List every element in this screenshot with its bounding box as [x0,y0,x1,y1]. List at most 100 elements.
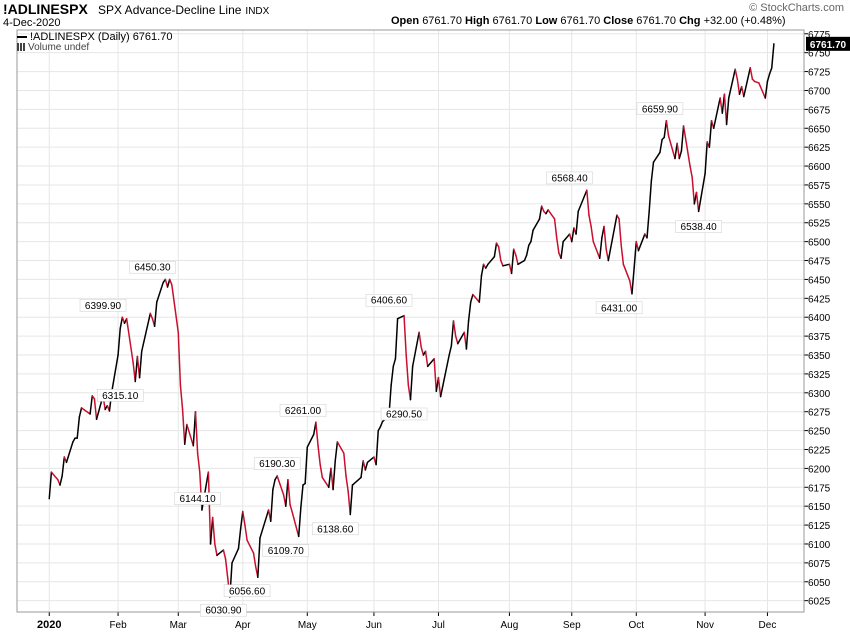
series-segment [770,43,775,69]
series-segment [575,210,579,235]
series-segment [239,510,244,530]
series-segment [181,408,186,445]
series-segment [332,460,336,491]
close-value: 6761.70 [636,15,677,27]
y-tick-label: 6700 [808,86,831,97]
y-tick-label: 6050 [808,578,831,589]
y-tick-label: 6775 [808,30,831,41]
open-value: 6761.70 [422,15,462,27]
series-segment [618,218,622,247]
annotation-box [365,293,413,307]
y-tick-label: 6150 [808,502,831,513]
series-segment [603,225,607,250]
y-tick-label: 6375 [808,332,831,343]
series-segment [392,358,397,368]
volume-legend: Volume undef [17,42,89,53]
series-segment [553,218,558,239]
x-tick-label: Oct [628,620,644,631]
series-segment [497,246,502,262]
series-segment [244,524,248,541]
series-segment [646,210,650,239]
annotation-box [262,544,310,557]
series-segment [648,180,653,213]
volume-bars-icon [17,43,26,52]
series-legend: !ADLINESPX (Daily) 6761.70 [17,31,172,43]
series-segment [749,67,754,80]
series-segment [590,225,595,243]
symbol-description: SPX Advance-Decline Line INDX [98,3,269,17]
series-segment [457,331,466,345]
y-tick-label: 6725 [808,68,831,79]
series-segment [635,240,640,252]
plot-frame [16,29,805,613]
series-segment [89,395,94,415]
series-segment [577,189,588,213]
annotation-label: 6056.60 [229,586,266,597]
chart-date: 4-Dec-2020 [3,17,61,29]
series-segment [48,471,53,500]
series-segment [555,237,560,254]
series-segment [379,420,384,428]
series-segment [183,423,188,445]
brand-watermark: © StockCharts.com [749,2,844,14]
y-tick-label: 6575 [808,181,831,192]
series-segment [306,433,315,448]
series-segment [426,358,435,368]
series-segment [665,119,670,137]
exchange-label: INDX [245,6,270,17]
series-segment [345,475,349,492]
open-label: Open [391,15,420,27]
series-segment [334,441,339,462]
series-segment [351,476,362,486]
x-tick-label: Sep [563,620,581,631]
x-tick-label: Mar [170,620,188,631]
annotation-box [253,457,301,470]
series-segment [598,237,603,260]
annotation-box [636,102,684,116]
annotation-box [129,260,176,274]
series-segment [517,259,526,266]
series-legend-text: !ADLINESPX (Daily) 6761.70 [30,31,173,43]
series-segment [93,398,98,421]
y-tick-label: 6500 [808,238,831,249]
annotation-box [200,603,247,617]
series-segment [758,82,767,99]
high-value: 6761.70 [492,15,533,27]
series-segment [125,317,134,364]
x-tick-label: May [298,620,317,631]
series-segment [59,475,63,486]
high-label: High [465,15,490,27]
x-tick-label: Jun [366,620,382,631]
series-segment [409,365,414,401]
annotation-box [311,522,359,536]
series-segment [532,218,541,232]
description-text: SPX Advance-Decline Line [98,3,242,17]
series-segment [571,227,575,243]
series-segment [242,510,246,526]
series-segment [525,244,530,256]
series-segment [433,358,438,393]
symbol-title: !ADLINESPX [3,1,88,17]
y-tick-label: 6225 [808,445,831,456]
series-segment [336,441,345,455]
series-segment [349,484,354,516]
series-segment [411,331,420,368]
y-tick-label: 6475 [808,257,831,268]
series-segment [252,552,257,568]
series-segment [317,444,321,466]
series-segment [121,316,126,325]
series-segment [343,452,347,477]
series-segment [420,346,425,356]
series-segment [472,293,481,303]
y-tick-label: 6300 [808,389,831,400]
series-segment [469,293,474,303]
series-segment [454,335,459,345]
x-tick-label: Apr [235,620,251,631]
volume-legend-text: Volume undef [28,42,90,53]
annotation-label: 6399.90 [85,301,122,312]
last-price-tag [806,36,850,51]
series-segment [465,320,470,350]
series-segment [523,254,528,262]
series-segment [725,97,730,126]
